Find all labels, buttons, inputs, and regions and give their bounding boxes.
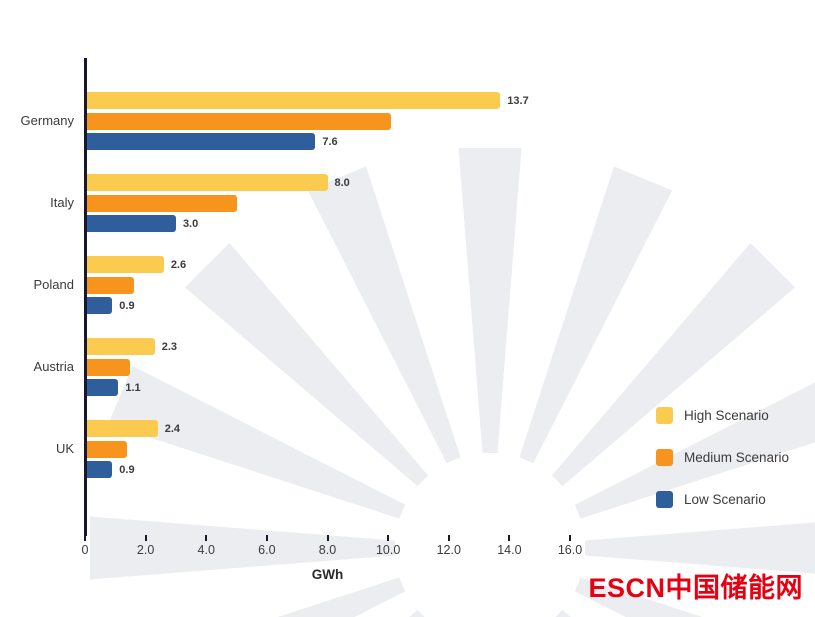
x-axis-tick-mark <box>569 535 571 541</box>
x-axis-tick-label: 10.0 <box>375 543 401 557</box>
x-axis-tick-label: 14.0 <box>497 543 522 557</box>
bar-uk-medium-scenario <box>85 440 128 458</box>
legend-item-medium-scenario: Medium Scenario <box>656 449 789 466</box>
legend-swatch-low-icon <box>656 491 673 508</box>
legend-item-low-scenario: Low Scenario <box>656 491 789 508</box>
legend-label-medium: Medium Scenario <box>684 450 790 465</box>
bar-italy-high-scenario <box>85 174 328 191</box>
bar-value-label: 0.9 <box>119 463 135 476</box>
bar-poland-low-scenario <box>85 297 113 314</box>
x-axis-tick-mark <box>144 535 147 541</box>
x-axis-tick-mark <box>326 535 329 541</box>
x-axis-tick-label: 8.0 <box>318 543 337 557</box>
bar-austria-high-scenario <box>85 338 155 355</box>
bar-value-label: 3.0 <box>182 217 199 230</box>
bar-germany-medium-scenario <box>85 112 392 130</box>
x-axis-tick-label: 0 <box>81 543 89 557</box>
escn-logo-latin: ESCN <box>588 573 666 603</box>
x-axis-tick-mark <box>508 535 511 541</box>
legend-label-high: High Scenario <box>684 408 769 423</box>
bar-value-label: 13.7 <box>507 94 529 107</box>
x-axis-tick-label: 16.0 <box>557 543 583 557</box>
escn-logo: ESCN中国储能网 <box>588 566 803 605</box>
x-axis-tick-mark <box>447 535 450 541</box>
legend: High Scenario Medium Scenario Low Scenar… <box>656 407 789 533</box>
bar-uk-low-scenario <box>85 461 113 478</box>
category-label-italy: Italy <box>50 194 74 210</box>
x-axis-tick-mark <box>265 535 268 541</box>
bar-value-label: 2.3 <box>161 340 178 353</box>
x-axis-tick-mark <box>387 535 390 541</box>
legend-swatch-medium-icon <box>656 449 673 466</box>
x-axis-tick-label: 12.0 <box>436 543 461 557</box>
bar-uk-high-scenario <box>85 420 158 437</box>
bar-value-label: 1.1 <box>125 381 141 394</box>
bar-austria-low-scenario <box>85 379 119 396</box>
bar-germany-low-scenario <box>85 133 316 150</box>
bar-value-label: 8.0 <box>334 176 350 189</box>
escn-logo-chinese: 中国储能网 <box>665 573 803 603</box>
x-axis-tick-label: 4.0 <box>197 543 215 557</box>
bar-value-label: 2.4 <box>164 422 181 435</box>
category-label-poland: Poland <box>33 276 74 292</box>
y-axis-line <box>84 58 87 536</box>
x-axis-tick-label: 6.0 <box>258 543 276 557</box>
bar-value-label: 7.6 <box>322 135 338 148</box>
bar-poland-high-scenario <box>85 256 164 273</box>
bar-value-label: 0.9 <box>119 299 135 312</box>
category-label-germany: Germany <box>20 112 74 128</box>
bar-austria-medium-scenario <box>85 358 131 376</box>
category-label-uk: UK <box>55 440 74 456</box>
legend-label-low: Low Scenario <box>684 492 766 507</box>
x-axis-tick-mark <box>205 535 208 541</box>
bar-italy-low-scenario <box>85 215 176 232</box>
bar-germany-high-scenario <box>85 92 501 109</box>
category-label-austria: Austria <box>33 358 74 374</box>
bar-value-label: 2.6 <box>170 258 187 271</box>
legend-item-high-scenario: High Scenario <box>656 407 789 424</box>
x-axis-tick-mark <box>84 535 86 541</box>
x-axis-title: GWh <box>311 567 344 582</box>
bar-italy-medium-scenario <box>85 194 237 212</box>
legend-swatch-high-icon <box>656 407 673 424</box>
bar-poland-medium-scenario <box>85 276 134 294</box>
x-axis-tick-label: 2.0 <box>136 543 155 557</box>
